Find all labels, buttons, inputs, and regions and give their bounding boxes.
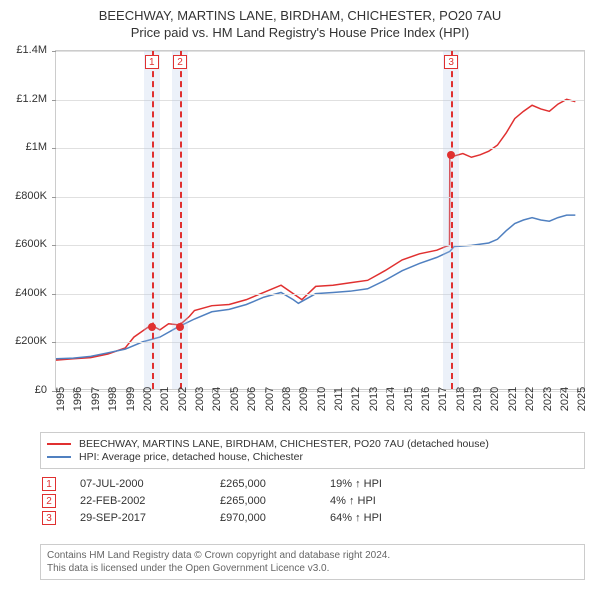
x-tick-label: 1996	[72, 387, 84, 411]
legend-row: HPI: Average price, detached house, Chic…	[47, 451, 578, 463]
sale-pct: 4% ↑ HPI	[330, 495, 450, 507]
x-tick-label: 2004	[211, 387, 223, 411]
x-axis: 1995199619971998199920002001200220032004…	[55, 393, 585, 433]
y-tick-label: £600K	[15, 238, 47, 250]
legend-row: BEECHWAY, MARTINS LANE, BIRDHAM, CHICHES…	[47, 438, 578, 450]
footer: Contains HM Land Registry data © Crown c…	[40, 544, 585, 580]
chart-container: BEECHWAY, MARTINS LANE, BIRDHAM, CHICHES…	[0, 0, 600, 590]
sale-number-box: 3	[42, 511, 56, 525]
sale-point-marker	[447, 151, 455, 159]
x-tick-label: 2001	[159, 387, 171, 411]
x-tick-label: 2010	[316, 387, 328, 411]
table-row: 3 29-SEP-2017 £970,000 64% ↑ HPI	[40, 511, 585, 525]
x-tick-label: 2014	[385, 387, 397, 411]
x-tick-label: 1997	[90, 387, 102, 411]
legend-label: BEECHWAY, MARTINS LANE, BIRDHAM, CHICHES…	[79, 438, 489, 450]
x-tick-label: 2018	[455, 387, 467, 411]
x-tick-label: 2025	[576, 387, 588, 411]
y-axis: £0£200K£400K£600K£800K£1M£1.2M£1.4M	[0, 50, 52, 390]
y-tick-label: £400K	[15, 287, 47, 299]
x-tick-label: 2003	[194, 387, 206, 411]
x-tick-label: 2000	[142, 387, 154, 411]
legend: BEECHWAY, MARTINS LANE, BIRDHAM, CHICHES…	[40, 432, 585, 469]
title-block: BEECHWAY, MARTINS LANE, BIRDHAM, CHICHES…	[0, 0, 600, 40]
sale-number-marker: 2	[173, 55, 187, 69]
x-tick-label: 2005	[229, 387, 241, 411]
sale-price: £970,000	[220, 512, 330, 524]
y-tick-label: £1.4M	[16, 44, 47, 56]
x-tick-label: 2015	[403, 387, 415, 411]
y-tick-label: £200K	[15, 335, 47, 347]
footer-line: This data is licensed under the Open Gov…	[47, 562, 578, 575]
sale-date: 29-SEP-2017	[80, 512, 220, 524]
sale-number-box: 1	[42, 477, 56, 491]
y-tick-label: £1M	[26, 141, 47, 153]
footer-line: Contains HM Land Registry data © Crown c…	[47, 549, 578, 562]
x-tick-label: 2023	[542, 387, 554, 411]
x-tick-label: 2013	[368, 387, 380, 411]
chart-lines	[56, 51, 584, 389]
x-tick-label: 2021	[507, 387, 519, 411]
x-tick-label: 1995	[55, 387, 67, 411]
x-tick-label: 2016	[420, 387, 432, 411]
sale-number-box: 2	[42, 494, 56, 508]
x-tick-label: 2012	[350, 387, 362, 411]
x-tick-label: 2007	[264, 387, 276, 411]
x-tick-label: 2024	[559, 387, 571, 411]
sale-number-marker: 1	[145, 55, 159, 69]
x-tick-label: 2011	[333, 387, 345, 411]
sale-date: 22-FEB-2002	[80, 495, 220, 507]
y-tick-label: £0	[35, 384, 47, 396]
y-tick-label: £800K	[15, 190, 47, 202]
legend-label: HPI: Average price, detached house, Chic…	[79, 451, 303, 463]
plot-area: 12 3	[55, 50, 585, 390]
x-tick-label: 1998	[107, 387, 119, 411]
x-tick-label: 1999	[125, 387, 137, 411]
x-tick-label: 2006	[246, 387, 258, 411]
chart-subtitle: Price paid vs. HM Land Registry's House …	[0, 25, 600, 40]
legend-swatch	[47, 456, 71, 458]
sale-date: 07-JUL-2000	[80, 478, 220, 490]
x-tick-label: 2017	[437, 387, 449, 411]
table-row: 2 22-FEB-2002 £265,000 4% ↑ HPI	[40, 494, 585, 508]
series-price_paid	[56, 99, 575, 360]
x-tick-label: 2002	[177, 387, 189, 411]
sale-pct: 64% ↑ HPI	[330, 512, 450, 524]
x-tick-label: 2022	[524, 387, 536, 411]
y-tick-label: £1.2M	[16, 93, 47, 105]
x-tick-label: 2020	[489, 387, 501, 411]
chart-title: BEECHWAY, MARTINS LANE, BIRDHAM, CHICHES…	[0, 8, 600, 23]
x-tick-label: 2019	[472, 387, 484, 411]
sale-price: £265,000	[220, 478, 330, 490]
x-tick-label: 2008	[281, 387, 293, 411]
sale-point-marker	[148, 323, 156, 331]
sale-price: £265,000	[220, 495, 330, 507]
sale-number-marker: 3	[444, 55, 458, 69]
sales-table: 1 07-JUL-2000 £265,000 19% ↑ HPI 2 22-FE…	[40, 474, 585, 528]
x-tick-label: 2009	[298, 387, 310, 411]
table-row: 1 07-JUL-2000 £265,000 19% ↑ HPI	[40, 477, 585, 491]
sale-point-marker	[176, 323, 184, 331]
legend-swatch	[47, 443, 71, 445]
sale-pct: 19% ↑ HPI	[330, 478, 450, 490]
